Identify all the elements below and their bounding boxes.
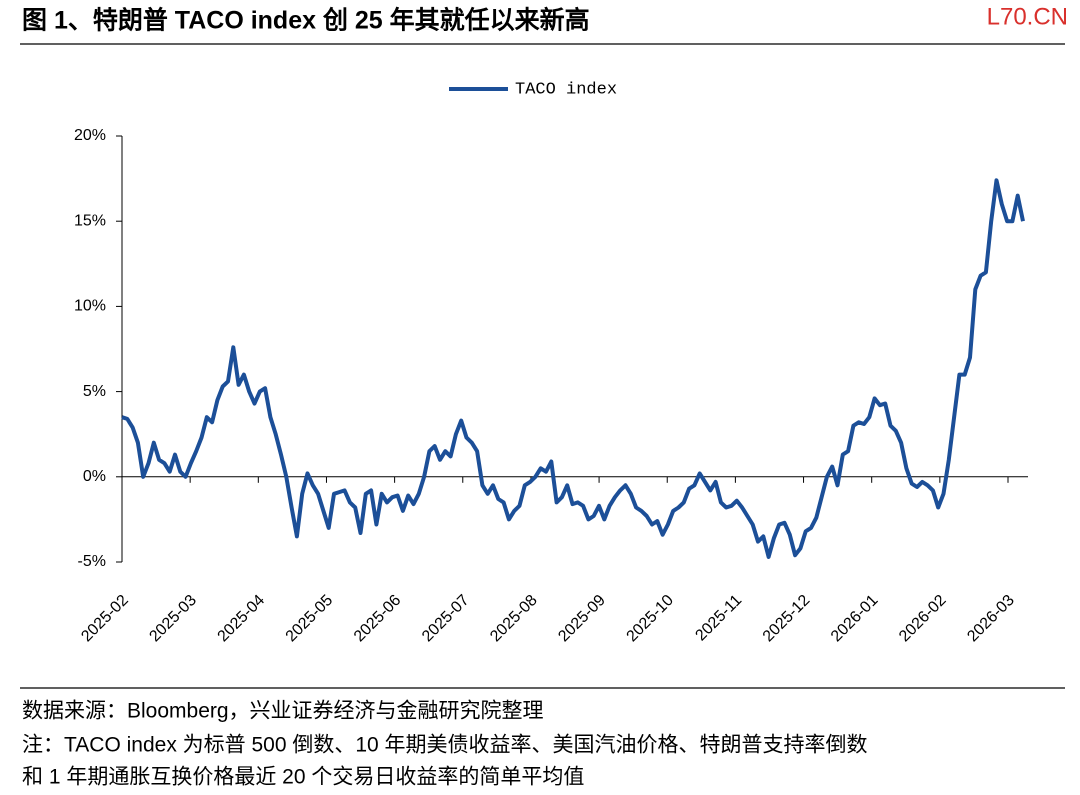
y-tick-label: 15% (74, 212, 106, 229)
y-tick-label: 5% (83, 383, 106, 400)
y-tick-label: 0% (83, 468, 106, 485)
chart-title: 图 1、特朗普 TACO index 创 25 年其就任以来新高 (22, 6, 590, 35)
note: 注：TACO index 为标普 500 倒数、10 年期美债收益率、美国汽油价… (22, 734, 868, 757)
y-tick-label: 10% (74, 298, 106, 315)
x-tick-label: 2025-04 (215, 592, 269, 646)
legend-label: TACO index (515, 80, 617, 99)
x-tick-label: 2025-11 (692, 592, 745, 645)
x-tick-label: 2025-12 (760, 592, 814, 646)
x-tick-label: 2026-03 (964, 592, 1018, 646)
y-tick-label: 20% (74, 127, 106, 144)
watermark: L70.CN (987, 3, 1068, 30)
data-line (121, 178, 1025, 559)
source: 数据来源：Bloomberg，兴业证券经济与金融研究院整理 (22, 700, 544, 723)
x-tick-label: 2025-02 (78, 592, 132, 646)
x-tick-label: 2025-10 (624, 592, 678, 646)
note: 和 1 年期通胀互换价格最近 20 个交易日收益率的简单平均值 (22, 766, 584, 789)
x-tick-label: 2025-03 (146, 592, 200, 646)
x-tick-label: 2026-02 (896, 592, 950, 646)
x-tick-label: 2025-08 (487, 592, 541, 646)
x-tick-label: 2025-09 (555, 592, 609, 646)
x-tick-label: 2025-05 (283, 592, 337, 646)
x-tick-label: 2026-01 (828, 592, 882, 646)
x-tick-label: 2025-07 (419, 592, 473, 646)
y-tick-label: -5% (78, 553, 106, 570)
x-tick-label: 2025-06 (351, 592, 405, 646)
